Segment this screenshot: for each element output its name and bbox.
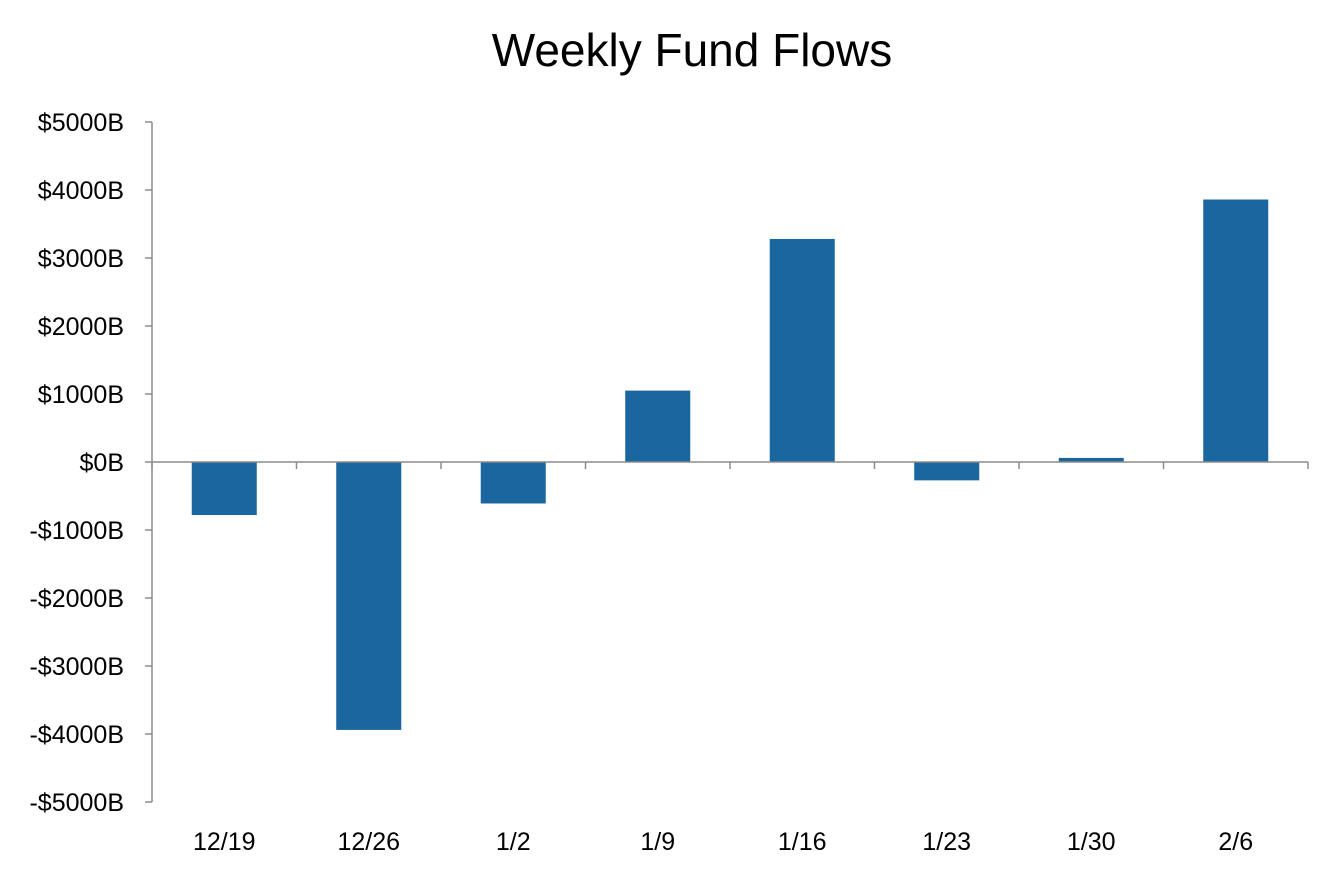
x-tick-label: 1/30: [1067, 828, 1116, 856]
y-tick-label: $2000B: [38, 313, 124, 341]
x-tick-label: 1/23: [922, 828, 971, 856]
bar: [1058, 457, 1124, 462]
y-axis: $5000B $4000B $3000B $2000B $1000B $0B -$1000B…: [29, 109, 153, 817]
bar: [191, 462, 257, 516]
y-tick-label: $0B: [80, 449, 124, 477]
y-tick-label: $3000B: [38, 245, 124, 273]
y-tick-label: $5000B: [38, 109, 124, 137]
bar: [914, 462, 980, 481]
chart-title: Weekly Fund Flows: [492, 24, 893, 76]
bar: [769, 238, 835, 462]
x-tick-label: 2/6: [1218, 828, 1253, 856]
x-tick-label: 1/16: [778, 828, 827, 856]
y-tick-label: -$2000B: [29, 585, 124, 613]
x-tick-label: 1/2: [496, 828, 531, 856]
y-tick-label: $1000B: [38, 381, 124, 409]
bars: [191, 199, 1269, 730]
x-tick-label: 12/19: [193, 828, 256, 856]
x-tick-label: 1/9: [640, 828, 675, 856]
bar: [1203, 199, 1269, 462]
bar: [336, 462, 402, 730]
y-tick-label: -$3000B: [29, 653, 124, 681]
bar: [480, 462, 546, 504]
y-tick-label: -$5000B: [29, 789, 124, 817]
y-tick-label: $4000B: [38, 177, 124, 205]
x-tick-label: 12/26: [337, 828, 400, 856]
y-tick-label: -$4000B: [29, 721, 124, 749]
bar: [625, 390, 691, 462]
x-axis: 12/19 12/26 1/2 1/9 1/16 1/23 1/30 2/6: [151, 461, 1309, 856]
y-tick-label: -$1000B: [29, 517, 124, 545]
